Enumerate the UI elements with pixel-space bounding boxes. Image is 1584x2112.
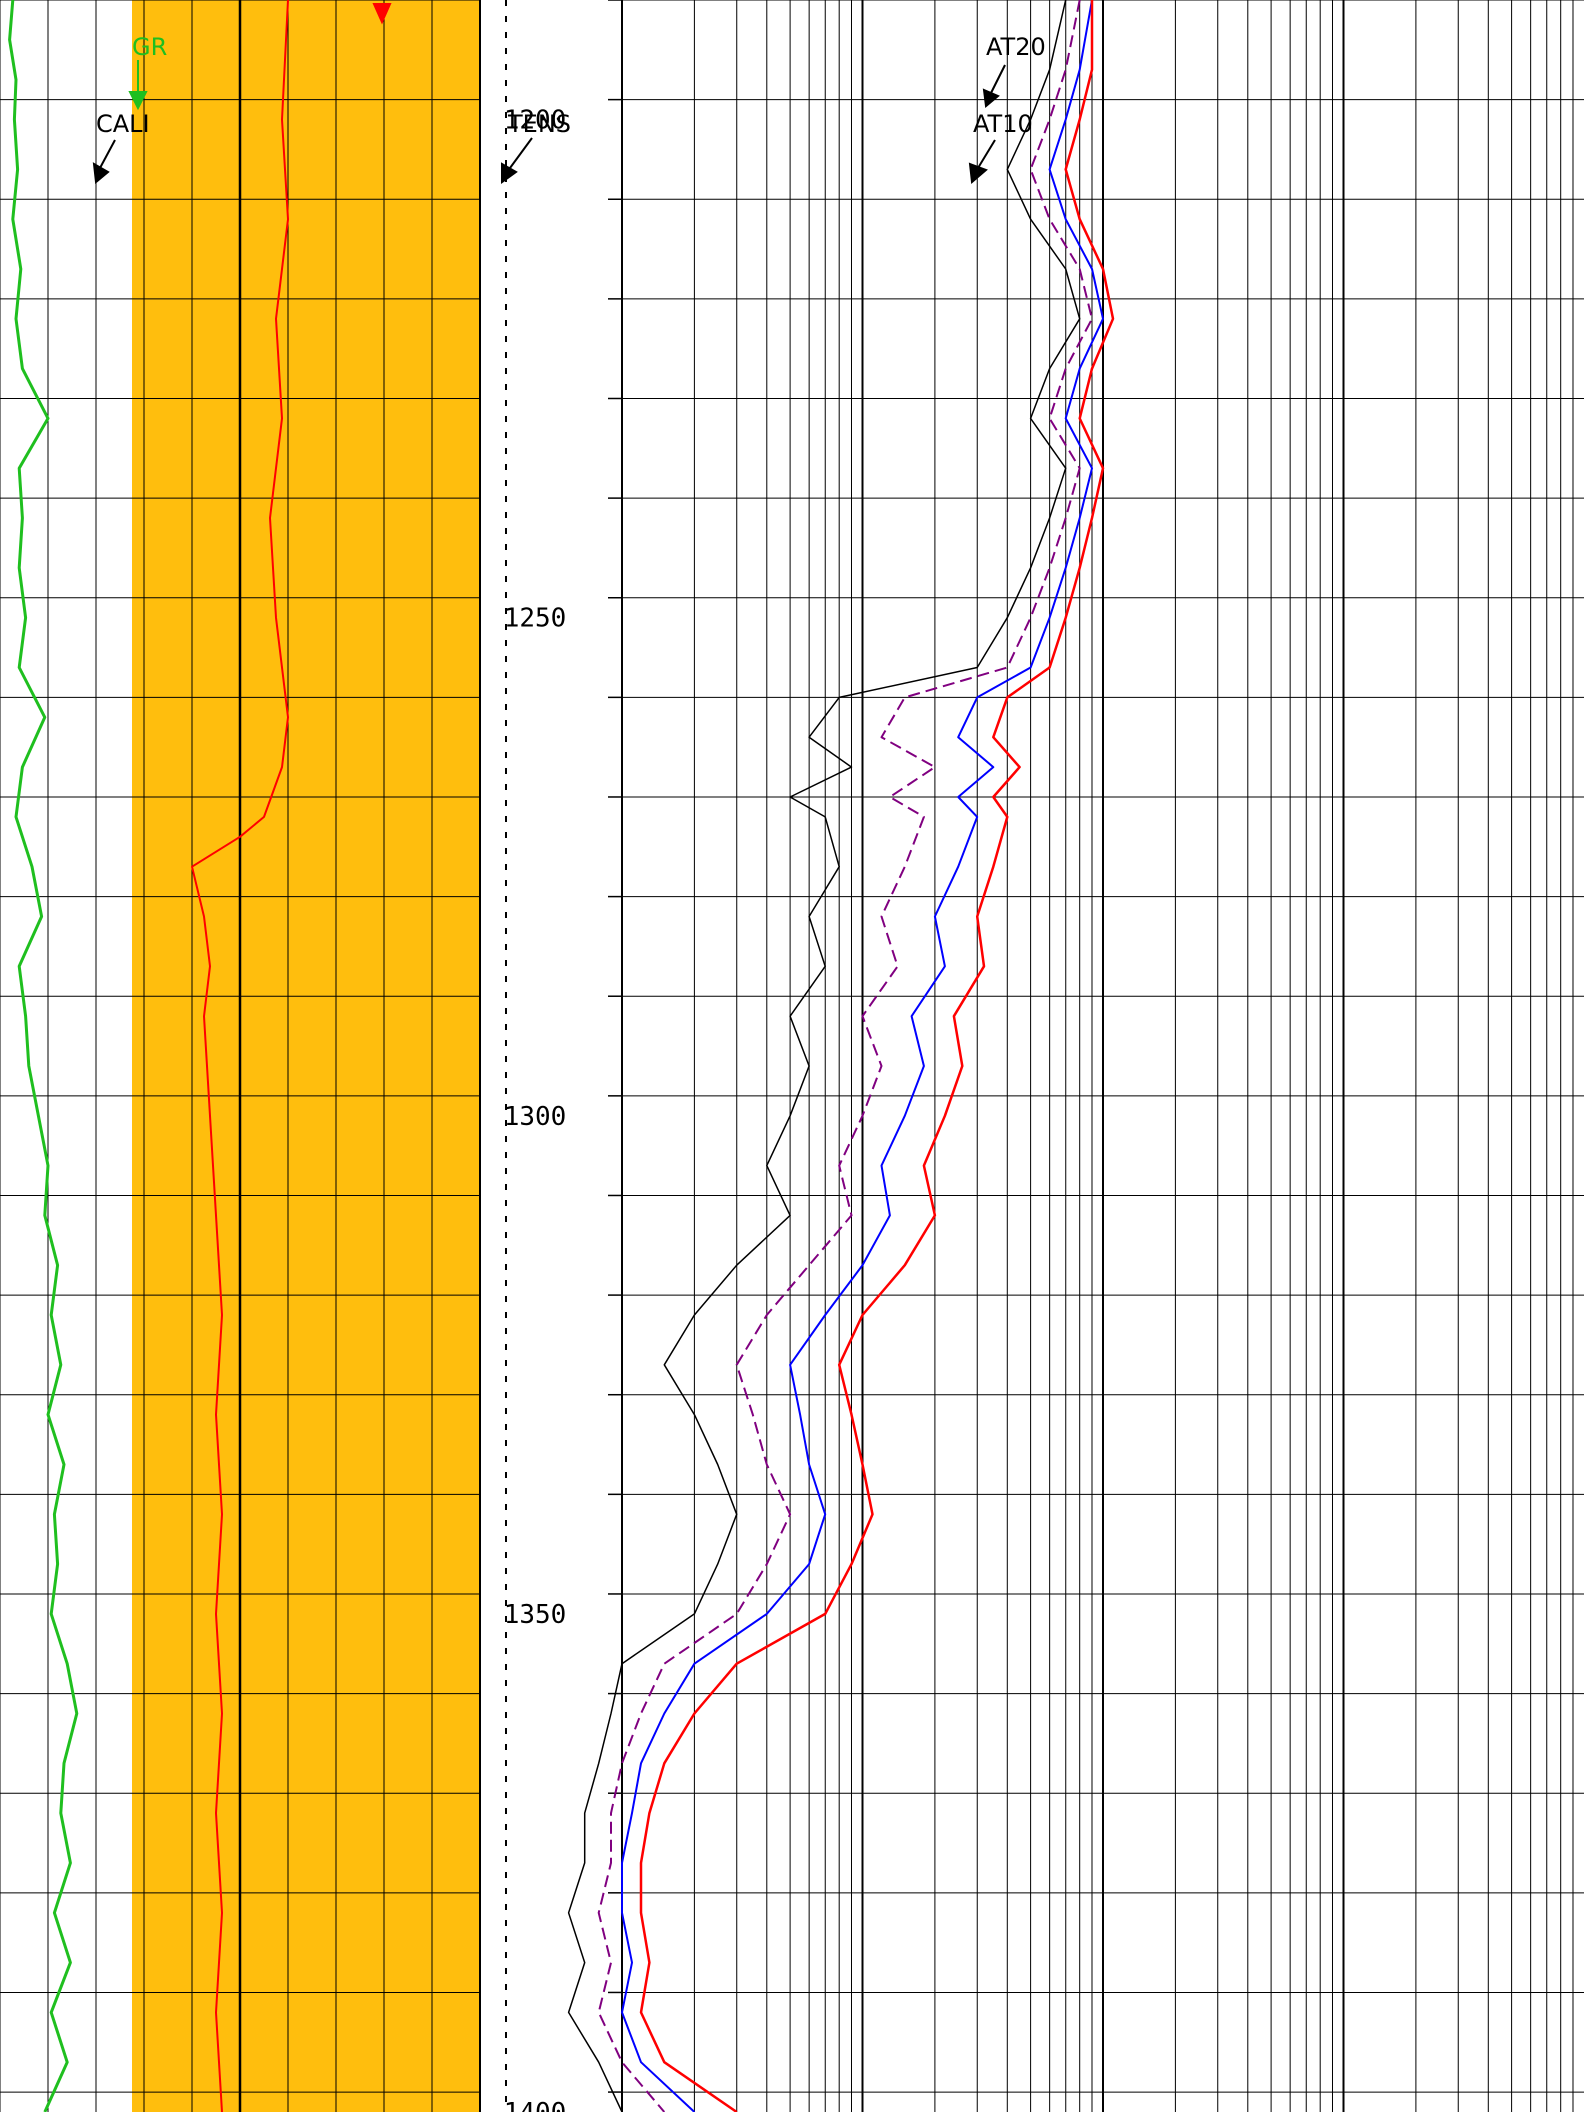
tens-arrow (509, 137, 533, 169)
at10-arrow-head (968, 162, 988, 184)
at10-curve (567, 0, 1081, 2112)
gr-curve (8, 0, 79, 2112)
cali-arrow (99, 139, 116, 169)
at20-arrow (989, 64, 1006, 96)
at20-label: AT20 (986, 33, 1046, 61)
depth-label: 1350 (504, 1600, 567, 1630)
depth-label: 1200 (504, 106, 567, 136)
at30-curve (621, 0, 1104, 2112)
at90-curve (639, 0, 1115, 2112)
label-arrows (92, 3, 1006, 184)
curve-labels: GR CALI TENS AT20 AT10 (96, 33, 1046, 138)
gr-arrow-head (128, 91, 148, 111)
track1-fill (132, 0, 480, 2112)
track1-shading (132, 0, 480, 2112)
resistivity-grid (621, 0, 1584, 2112)
tens-label: TENS (507, 110, 571, 138)
sp-curve (191, 0, 289, 2112)
cali-arrow-head (92, 162, 110, 184)
depth-label: 1300 (504, 1102, 567, 1132)
depth-label: 1250 (504, 604, 567, 634)
depth-label: 1400 (504, 2098, 567, 2112)
cali-label: CALI (96, 110, 150, 138)
gr-label: GR (132, 33, 167, 61)
at10-label: AT10 (973, 110, 1033, 138)
at10-arrow (977, 139, 996, 169)
sp-arrow-head (372, 3, 392, 25)
track1-grid (0, 0, 481, 2112)
curves (8, 0, 1115, 2112)
depth-track: 1200 1250 1300 1350 1400 (479, 0, 623, 2112)
at20-curve (597, 0, 1093, 2112)
tens-arrow-head (501, 162, 518, 184)
at20-arrow-head (982, 88, 1000, 108)
